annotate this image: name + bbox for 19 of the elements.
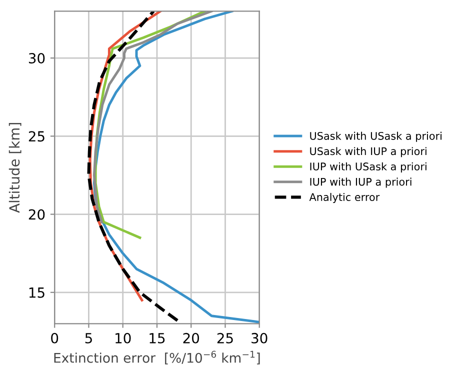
legend-label: USask with IUP a priori [310,147,426,158]
x-tick-label: 10 [116,332,131,344]
legend-label: Analytic error [309,192,380,204]
x-axis-title: Extinction error [%/10$^{−6}$ km$^{−1}$] [54,350,260,364]
line-series [87,11,179,322]
x-tick-label: 0 [51,332,58,344]
x-tick-label: 15 [150,333,165,344]
y-tick-label: 30 [28,53,45,64]
y-tick-label: 20 [28,209,45,220]
x-tick-label: 25 [217,332,233,344]
y-axis-title: Altitude [km] [8,123,22,213]
legend-label: IUP with IUP a priori [310,178,412,188]
x-tick-label: 30 [252,332,268,344]
y-tick-label: 15 [29,288,44,298]
x-tick-label: 5 [85,333,92,344]
y-tick-label: 25 [28,131,44,142]
legend-label: USask with USask a priori [310,132,442,142]
legend-label: IUP with USask a priori [310,162,426,172]
x-tick-label: 20 [183,332,200,344]
